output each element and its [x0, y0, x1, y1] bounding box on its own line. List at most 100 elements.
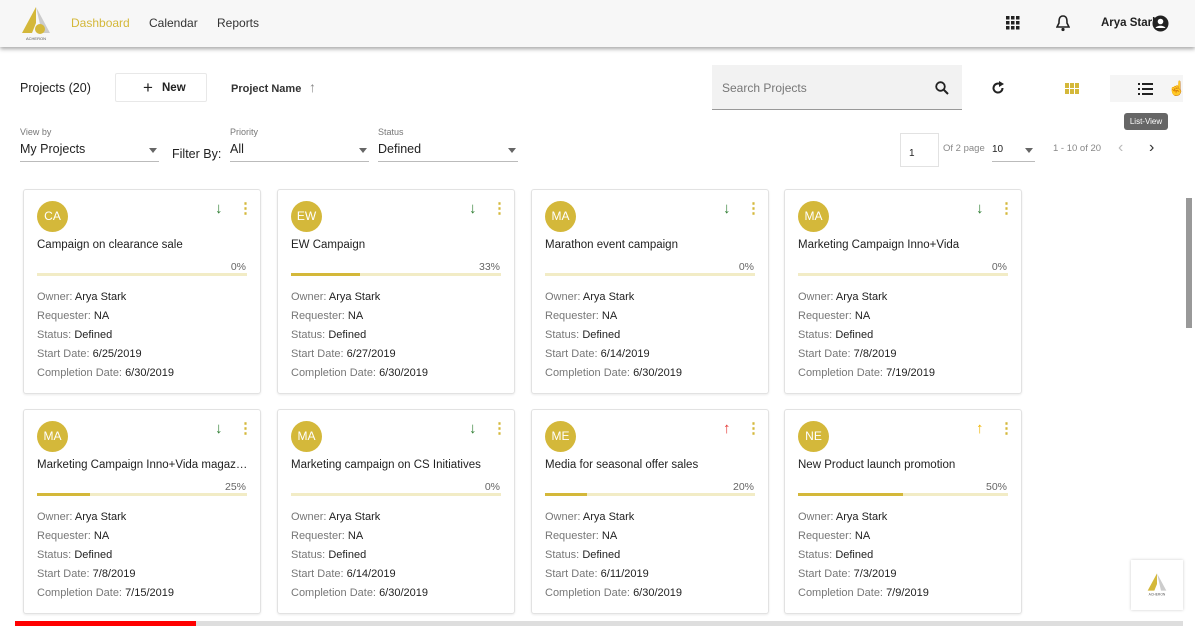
nav-calendar[interactable]: Calendar [149, 16, 198, 30]
completion-date: Completion Date: 6/30/2019 [291, 367, 428, 379]
project-card[interactable]: MA ↓ ⋮ Marketing campaign on CS Initiati… [277, 409, 515, 614]
priority-up-arrow-icon: ↑ [723, 420, 731, 437]
owner: Owner: Arya Stark [37, 511, 126, 523]
project-title[interactable]: Campaign on clearance sale [37, 239, 183, 251]
start-date-label: Start Date: [291, 568, 344, 580]
list-view-button[interactable]: ☝ [1110, 75, 1185, 102]
next-page-icon[interactable]: › [1149, 139, 1155, 156]
progress-fill [37, 493, 90, 496]
status: Status: Defined [37, 329, 112, 341]
priority-up-arrow-icon: ↑ [976, 420, 984, 437]
prev-page-icon[interactable]: ‹ [1118, 139, 1124, 156]
project-title[interactable]: Marketing campaign on CS Initiatives [291, 459, 481, 471]
avatar: EW [291, 201, 322, 232]
requester-value: NA [601, 530, 618, 542]
owner-label: Owner: [798, 291, 834, 303]
more-options-icon[interactable]: ⋮ [999, 420, 1014, 437]
project-card[interactable]: MA ↓ ⋮ Marketing Campaign Inno+Vida 0% O… [784, 189, 1022, 394]
avatar: CA [37, 201, 68, 232]
start-date-value: 6/25/2019 [92, 348, 142, 360]
project-title[interactable]: Marketing Campaign Inno+Vida [798, 239, 960, 251]
view-by-select[interactable]: My Projects [20, 142, 159, 162]
search-projects-input[interactable]: Search Projects [712, 65, 962, 110]
avatar: NE [798, 421, 829, 452]
more-options-icon[interactable]: ⋮ [999, 200, 1014, 217]
search-icon[interactable] [935, 81, 949, 95]
completion-date-value: 6/30/2019 [379, 367, 428, 379]
new-project-button[interactable]: + New [115, 73, 207, 102]
completion-date: Completion Date: 6/30/2019 [37, 367, 174, 379]
status-select[interactable]: Defined [378, 142, 518, 162]
requester: Requester: NA [798, 530, 870, 542]
plus-icon: + [143, 78, 153, 97]
priority-select[interactable]: All [230, 142, 369, 162]
page-size-select[interactable]: 10 [992, 142, 1035, 162]
progress-bar [291, 493, 501, 496]
start-date-value: 6/27/2019 [346, 348, 396, 360]
owner: Owner: Arya Stark [291, 291, 380, 303]
requester: Requester: NA [291, 310, 363, 322]
completion-date-label: Completion Date: [291, 367, 376, 379]
sort-ascending-icon[interactable]: ↑ [309, 79, 316, 95]
project-title[interactable]: Marathon event campaign [545, 239, 678, 251]
project-card[interactable]: EW ↓ ⋮ EW Campaign 33% Owner: Arya Stark… [277, 189, 515, 394]
status-value: Defined [328, 549, 367, 561]
bell-icon[interactable] [1056, 15, 1070, 32]
acheron-logo[interactable]: ACHERON [18, 5, 54, 41]
more-options-icon[interactable]: ⋮ [746, 200, 761, 217]
user-name[interactable]: Arya Stark [1101, 17, 1159, 29]
view-by-value: My Projects [20, 142, 86, 156]
completion-date-label: Completion Date: [798, 367, 883, 379]
apps-grid-icon[interactable] [1006, 16, 1020, 30]
more-options-icon[interactable]: ⋮ [746, 420, 761, 437]
start-date: Start Date: 7/8/2019 [798, 348, 896, 360]
project-title[interactable]: EW Campaign [291, 239, 366, 251]
completion-date-label: Completion Date: [798, 587, 883, 599]
completion-date-value: 7/19/2019 [886, 367, 935, 379]
refresh-icon[interactable] [991, 81, 1005, 95]
more-options-icon[interactable]: ⋮ [492, 420, 507, 437]
completion-date: Completion Date: 7/9/2019 [798, 587, 929, 599]
project-card[interactable]: MA ↓ ⋮ Marketing Campaign Inno+Vida maga… [23, 409, 261, 614]
completion-date-value: 7/9/2019 [886, 587, 929, 599]
status-value: Defined [835, 329, 874, 341]
project-title[interactable]: New Product launch promotion [798, 459, 956, 471]
status: Status: Defined [798, 329, 873, 341]
progress-percent: 0% [991, 261, 1007, 273]
video-progress-track[interactable] [15, 621, 1183, 626]
requester-value: NA [601, 310, 618, 322]
project-title[interactable]: Marketing Campaign Inno+Vida magazine [37, 459, 249, 471]
status-value: Defined [74, 329, 113, 341]
grid-view-icon[interactable] [1065, 83, 1079, 94]
more-options-icon[interactable]: ⋮ [492, 200, 507, 217]
requester: Requester: NA [798, 310, 870, 322]
start-date-label: Start Date: [37, 348, 90, 360]
completion-date-label: Completion Date: [37, 367, 122, 379]
dropdown-caret-icon [149, 148, 157, 153]
status: Status: Defined [291, 329, 366, 341]
account-icon[interactable] [1152, 15, 1169, 32]
project-card[interactable]: ME ↑ ⋮ Media for seasonal offer sales 20… [531, 409, 769, 614]
scrollbar[interactable] [1186, 198, 1192, 328]
project-card[interactable]: MA ↓ ⋮ Marathon event campaign 0% Owner:… [531, 189, 769, 394]
owner-label: Owner: [545, 291, 581, 303]
owner-label: Owner: [545, 511, 581, 523]
progress-percent: 20% [732, 481, 754, 493]
project-card[interactable]: NE ↑ ⋮ New Product launch promotion 50% … [784, 409, 1022, 614]
sort-field[interactable]: Project Name [231, 83, 302, 95]
more-options-icon[interactable]: ⋮ [238, 420, 253, 437]
progress-bar [37, 493, 247, 496]
nav-reports[interactable]: Reports [217, 16, 260, 30]
page-range: 1 - 10 of 20 [1053, 143, 1102, 154]
page-number-input[interactable]: 1 [900, 133, 939, 167]
start-date: Start Date: 6/14/2019 [291, 568, 396, 580]
project-card[interactable]: CA ↓ ⋮ Campaign on clearance sale 0% Own… [23, 189, 261, 394]
start-date-value: 6/11/2019 [600, 568, 649, 580]
progress-fill [798, 493, 903, 496]
status-label: Status [378, 127, 404, 137]
project-title[interactable]: Media for seasonal offer sales [545, 459, 699, 471]
nav-dashboard[interactable]: Dashboard [71, 16, 130, 30]
requester-label: Requester: [37, 530, 91, 542]
start-date-label: Start Date: [798, 568, 851, 580]
more-options-icon[interactable]: ⋮ [238, 200, 253, 217]
